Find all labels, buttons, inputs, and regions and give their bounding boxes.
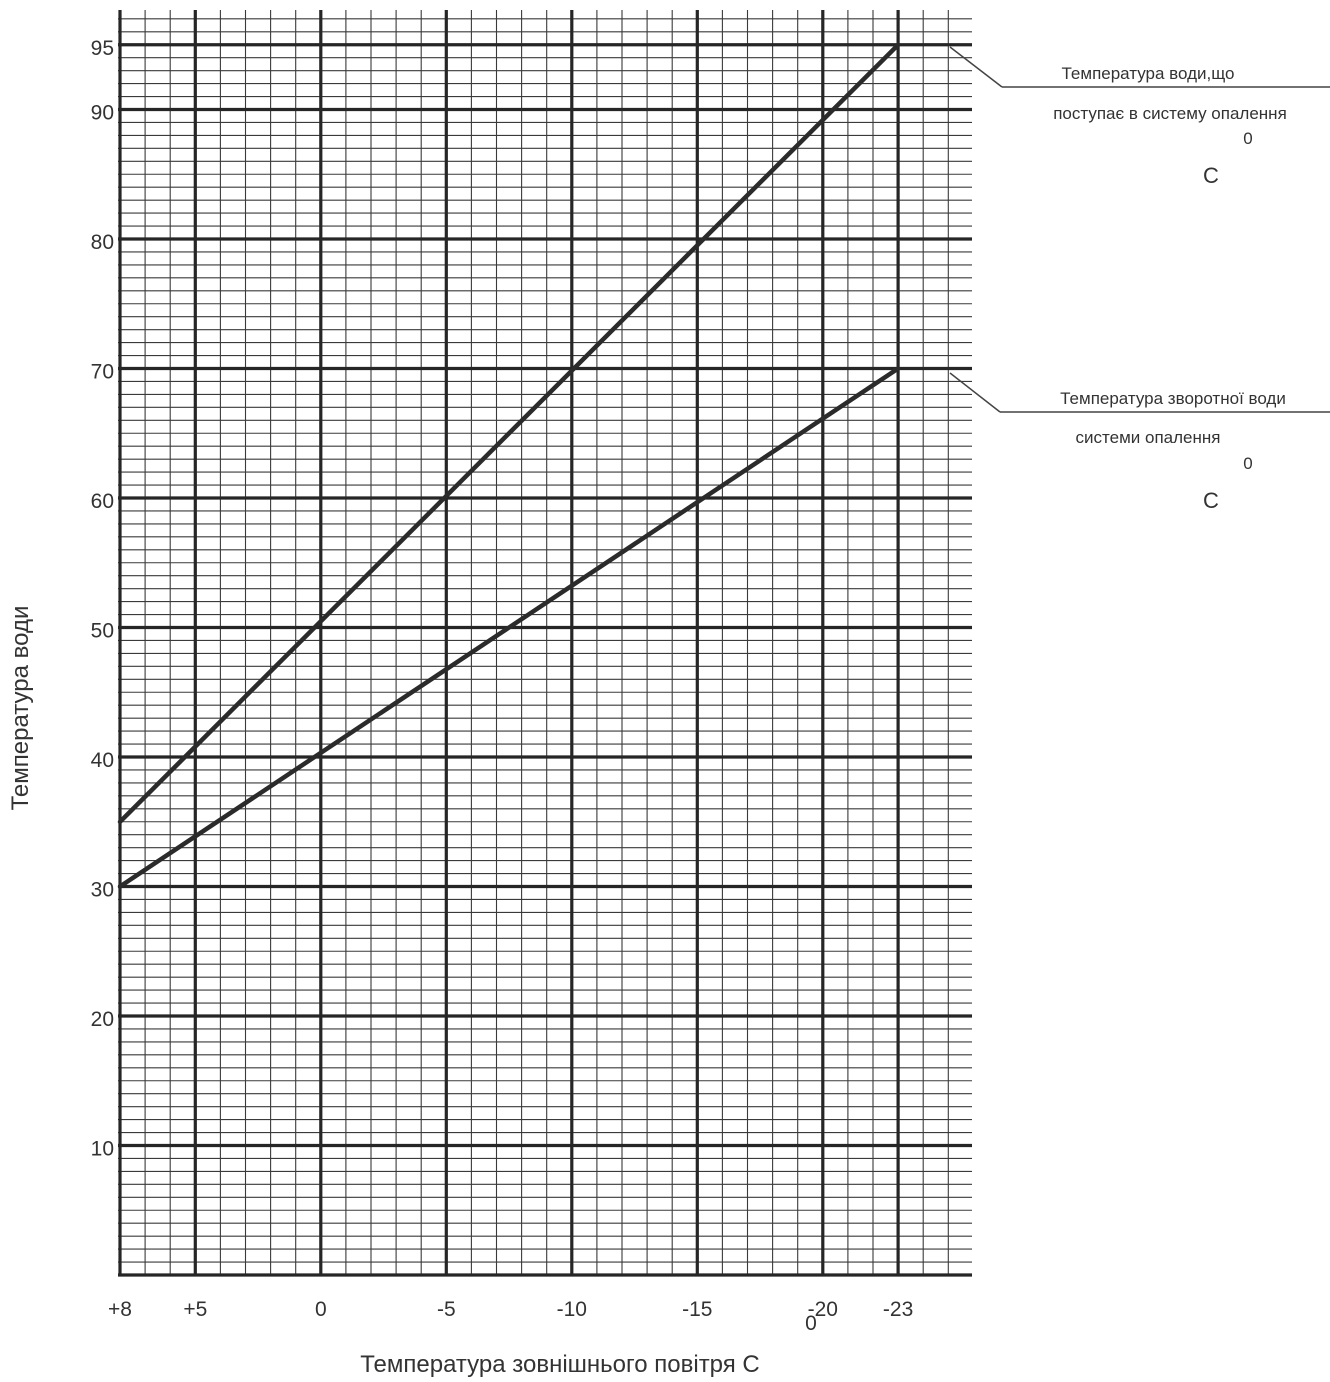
supply-label-line1: Температура води,що — [1062, 64, 1235, 83]
y-tick-label: 10 — [91, 1138, 114, 1161]
y-tick-label: 80 — [91, 231, 114, 254]
series-line-return — [117, 366, 901, 889]
supply-unit-superscript: 0 — [1243, 129, 1252, 148]
return-unit-superscript: 0 — [1243, 454, 1252, 473]
return-leader-line — [949, 372, 1001, 413]
y-tick-labels: 10 20 30 40 50 60 70 80 90 95 — [91, 37, 114, 1161]
supply-unit: C — [1203, 163, 1219, 188]
return-label-line1: Температура зворотної води — [1060, 389, 1286, 408]
x-tick-label: -23 — [883, 1298, 913, 1321]
y-tick-label: 90 — [91, 102, 114, 125]
series-line-supply — [117, 42, 901, 825]
x-tick-label: +8 — [108, 1298, 132, 1321]
y-tick-label: 50 — [91, 620, 114, 643]
return-label-line2: системи опалення — [1076, 428, 1221, 447]
minor-grid — [118, 10, 972, 1276]
x-axis-title: Температура зовнішнього повітря C — [360, 1351, 760, 1378]
x-tick-labels: +8 +5 0 -5 -10 -15 -20 -23 — [108, 1298, 913, 1321]
x-tick-label: -10 — [557, 1298, 587, 1321]
x-tick-label: 0 — [315, 1298, 327, 1321]
y-tick-label: 95 — [91, 37, 114, 60]
x-tick-label: -20 — [808, 1298, 838, 1321]
y-axis-title: Температура води — [7, 606, 34, 811]
major-grid — [118, 10, 972, 1277]
x-tick-label: +5 — [183, 1298, 207, 1321]
x-tick-label: -15 — [682, 1298, 712, 1321]
y-tick-label: 60 — [91, 490, 114, 513]
return-unit: C — [1203, 488, 1219, 513]
supply-annotation: Температура води,що поступає в систему о… — [949, 46, 1330, 188]
y-tick-label: 20 — [91, 1008, 114, 1031]
y-tick-label: 40 — [91, 749, 114, 772]
y-tick-label: 30 — [91, 879, 114, 902]
return-annotation: Температура зворотної води системи опале… — [949, 372, 1330, 513]
supply-leader-line — [949, 46, 1003, 88]
supply-label-line2: поступає в систему опалення — [1053, 104, 1287, 123]
x-axis-unit-superscript: 0 — [805, 1312, 817, 1335]
y-tick-label: 70 — [91, 361, 114, 384]
x-tick-label: -5 — [437, 1298, 456, 1321]
series-layer — [117, 42, 901, 889]
